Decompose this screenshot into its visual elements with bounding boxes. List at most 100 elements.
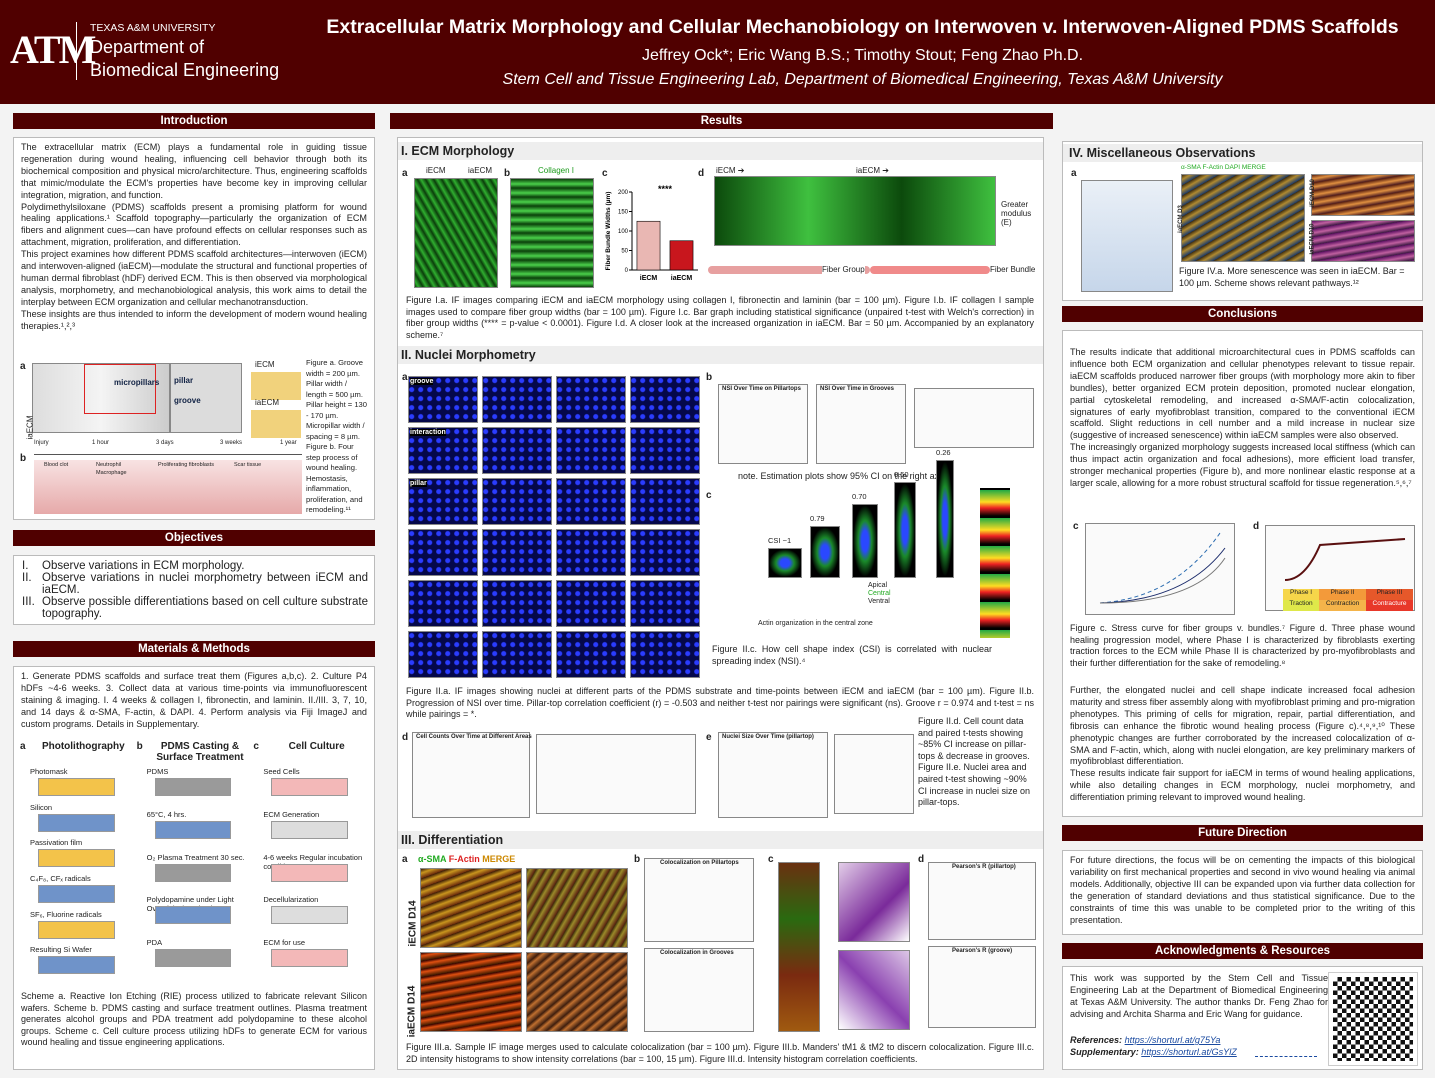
inset bbox=[84, 364, 156, 414]
x-tick-label: iaECM bbox=[671, 275, 693, 282]
label: α-SMA F-Actin DAPI MERGE bbox=[1181, 164, 1266, 171]
panel-label: b bbox=[504, 168, 511, 179]
supplementary: Supplementary: https://shorturl.at/GsYlZ bbox=[1070, 1047, 1237, 1059]
histogram bbox=[838, 862, 910, 942]
caption: Figure c. Stress curve for fiber groups … bbox=[1070, 623, 1415, 668]
ack-text: This work was supported by the Stem Cell… bbox=[1070, 973, 1328, 1019]
stage-label: Blood clot bbox=[44, 462, 69, 468]
label: iaECM bbox=[468, 166, 493, 175]
introduction: The extracellular matrix (ECM) plays a f… bbox=[13, 137, 375, 520]
row-label: interaction bbox=[410, 429, 446, 436]
section-heading: Objectives bbox=[13, 530, 375, 546]
link[interactable]: https://shorturl.at/g75Ya bbox=[1124, 1035, 1221, 1045]
section-heading: Results bbox=[390, 113, 1053, 129]
paragraph: These insights are thus intended to info… bbox=[21, 308, 367, 331]
y-tick-label: 200 bbox=[618, 190, 629, 196]
image bbox=[630, 529, 700, 576]
step-block bbox=[38, 813, 115, 832]
paragraph: The increasingly organized morphology su… bbox=[1070, 442, 1415, 488]
plot bbox=[914, 388, 1034, 448]
time-label: Injury bbox=[34, 440, 49, 446]
phase-curve bbox=[1284, 538, 1406, 581]
plot bbox=[644, 948, 754, 1032]
number: I. bbox=[22, 560, 29, 572]
note: note. Estimation plots show 95% CI on th… bbox=[738, 471, 949, 481]
subheading-band bbox=[398, 142, 1043, 160]
caption: Figure II.d. Cell count data and paired … bbox=[918, 716, 1031, 808]
step-label: Photomask bbox=[30, 767, 68, 776]
phase: Phase I bbox=[1283, 589, 1320, 600]
link[interactable]: https://shorturl.at/GsYlZ bbox=[1141, 1047, 1237, 1057]
methods: 1. Generate PDMS scaffolds and surface t… bbox=[13, 666, 375, 1070]
scheme-title: Photolithography bbox=[41, 741, 125, 752]
cell-image bbox=[894, 482, 916, 578]
objective-list: I. Observe variations in ECM morphology. … bbox=[22, 560, 368, 620]
step-block bbox=[271, 906, 348, 925]
scheme-title: PDMS Casting & Surface Treatment bbox=[156, 741, 244, 763]
row-label: iaECM D14 bbox=[406, 985, 418, 1038]
phase: Phase II bbox=[1319, 589, 1367, 600]
bar-chart: 0 50 100 150 200 Fiber Bundle Widths (µm) iECM… bbox=[605, 184, 698, 282]
curve bbox=[1099, 532, 1221, 604]
image bbox=[408, 631, 478, 678]
plot bbox=[718, 732, 828, 818]
step-block bbox=[271, 820, 348, 839]
paragraph: Further, the elongated nuclei and cell s… bbox=[1070, 685, 1415, 767]
university: TEXAS A&M UNIVERSITY bbox=[90, 22, 216, 34]
plot-title: Nuclei Size Over Time (pillartop) bbox=[722, 734, 814, 740]
step-block bbox=[271, 778, 348, 796]
plot-title: Colocalization on Pillartops bbox=[660, 860, 739, 866]
image bbox=[714, 176, 996, 246]
plot bbox=[412, 732, 530, 818]
section-heading: Materials & Methods bbox=[13, 641, 375, 657]
label: iaECM bbox=[255, 398, 280, 407]
curve bbox=[1284, 538, 1406, 581]
image bbox=[556, 529, 626, 576]
csi-label: CSI ~1 bbox=[768, 536, 792, 545]
step-label: 65°C, 4 hrs. bbox=[146, 809, 187, 819]
y-tick-label: 0 bbox=[625, 268, 629, 274]
image bbox=[630, 427, 700, 474]
plot bbox=[834, 734, 914, 814]
subheading: IV. Miscellaneous Observations bbox=[1069, 146, 1256, 160]
section-heading: Conclusions bbox=[1062, 306, 1423, 322]
label: iECM bbox=[426, 166, 446, 175]
paragraph: Polydimethylsiloxane (PDMS) scaffolds pr… bbox=[21, 201, 367, 248]
step-label: Resulting Si Wafer bbox=[30, 945, 92, 955]
panel-label: a bbox=[402, 372, 408, 383]
panel-label: d bbox=[698, 168, 705, 179]
significance: **** bbox=[658, 184, 673, 194]
label: groove bbox=[174, 396, 201, 405]
stage-label: Proliferating fibroblasts bbox=[158, 462, 214, 468]
image bbox=[420, 952, 522, 1032]
x-tick-label: iECM bbox=[640, 275, 658, 282]
cell-image bbox=[852, 504, 878, 578]
image bbox=[526, 952, 628, 1032]
panel-label: d bbox=[918, 854, 925, 865]
step-block bbox=[154, 778, 232, 796]
divider bbox=[76, 22, 77, 80]
schematic: iECM iaECM bbox=[247, 360, 305, 438]
subheading-band bbox=[398, 831, 1043, 849]
qr-code bbox=[1328, 972, 1418, 1066]
time-label: 3 weeks bbox=[220, 440, 243, 446]
time-label: 1 year bbox=[280, 440, 297, 446]
schemes: a Photolithography Photomask Silicon Passiva… bbox=[20, 741, 370, 987]
future-text: For future directions, the focus will be… bbox=[1070, 855, 1415, 925]
step-label: Seed Cells bbox=[263, 767, 300, 776]
image bbox=[630, 376, 700, 423]
caption: Scheme a. Reactive Ion Etching (RIE) pro… bbox=[21, 991, 367, 1048]
zone-label: Central bbox=[868, 590, 891, 597]
image bbox=[414, 178, 498, 288]
image bbox=[482, 376, 552, 423]
stain: α-SMA bbox=[418, 854, 447, 864]
stain: F-Actin bbox=[448, 854, 480, 864]
zone-label: Ventral bbox=[868, 598, 890, 605]
image bbox=[556, 631, 626, 678]
plot-title: Cell Counts Over Time at Different Areas bbox=[416, 734, 532, 740]
step-label: PDMS bbox=[146, 767, 169, 776]
number: II. bbox=[22, 572, 32, 584]
plot bbox=[718, 384, 808, 464]
cell-image bbox=[936, 460, 954, 578]
